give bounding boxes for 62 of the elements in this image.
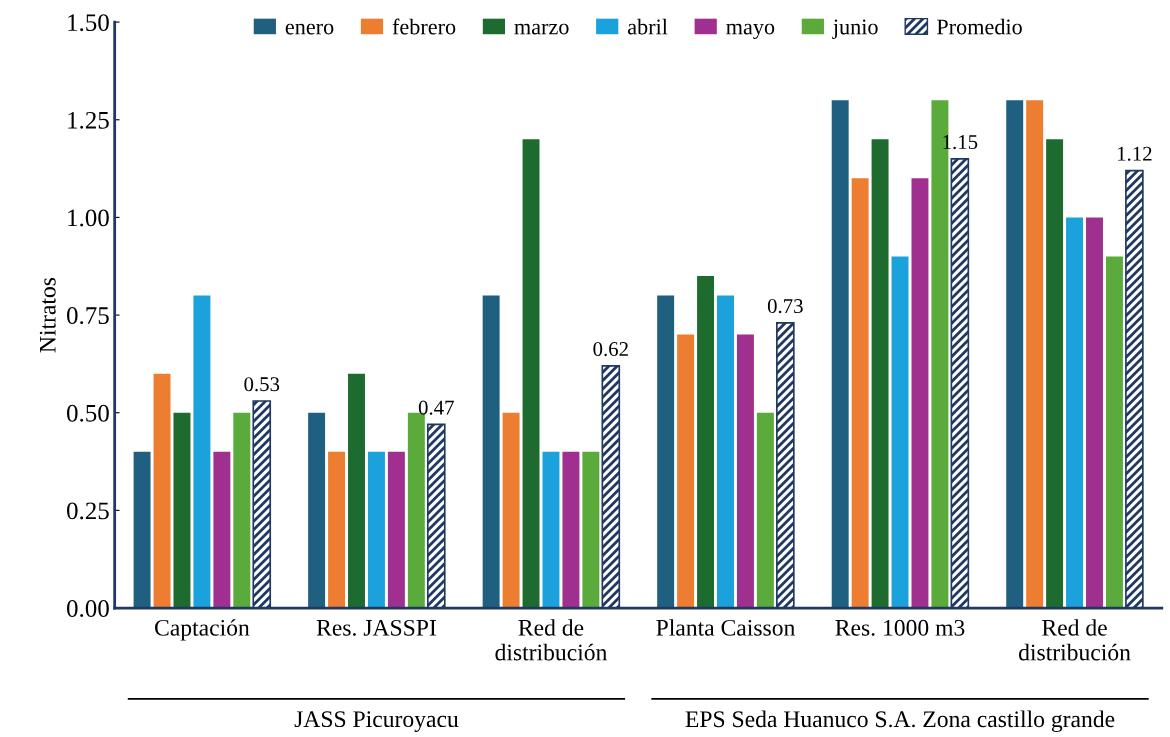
y-tick-label: 0.50	[67, 404, 109, 422]
bar	[348, 373, 365, 609]
legend-label: mayo	[726, 23, 775, 40]
bar	[482, 295, 500, 609]
bar	[831, 100, 849, 609]
legend-label: febrero	[392, 18, 456, 35]
bar	[717, 295, 734, 609]
bar	[328, 451, 346, 609]
x-tick-label: Red de distribución	[1019, 619, 1131, 661]
bar	[657, 295, 675, 609]
bar	[1026, 100, 1044, 609]
bar	[677, 334, 695, 609]
text: EPS Seda Huanuco S.A. Zona castillo grande	[685, 710, 1115, 733]
bar	[756, 412, 774, 609]
y-tick-label: 1.50	[68, 14, 109, 32]
data-label: 0.73	[767, 299, 803, 314]
bar	[1046, 139, 1064, 609]
bar	[736, 334, 754, 609]
bar	[387, 451, 405, 609]
bar	[522, 139, 540, 609]
bar	[871, 139, 889, 609]
y-tick-label: 0.25	[67, 502, 109, 520]
bar	[1066, 217, 1084, 609]
bar	[562, 451, 580, 609]
bar	[851, 178, 869, 609]
data-label: 0.53	[244, 377, 280, 392]
bar	[502, 412, 520, 609]
legend-label: Promedio	[936, 18, 1022, 35]
bar	[193, 295, 211, 609]
bar	[891, 256, 909, 609]
text: JASS Picuroyacu	[294, 711, 459, 732]
legend-label: enero	[285, 23, 334, 35]
y-tick-label: 1.00	[68, 209, 109, 227]
legend-label: junio	[832, 19, 878, 39]
x-tick-label: Res. 1000 m3	[835, 619, 965, 636]
y-axis-title: Nitratos	[39, 277, 56, 353]
bar	[1105, 256, 1123, 609]
legend-label: marzo	[514, 23, 569, 35]
bar	[133, 451, 151, 609]
data-label: 1.12	[1117, 146, 1152, 161]
y-tick-label: 0.00	[67, 600, 109, 618]
x-tick-label: Res. JASSPI	[316, 619, 436, 636]
x-tick-label: Planta Caisson	[656, 619, 795, 636]
bar	[308, 412, 326, 609]
bar	[582, 451, 600, 609]
bar	[1006, 100, 1024, 609]
bar	[153, 373, 171, 609]
bar	[1086, 217, 1103, 609]
y-tick-label: 1.25	[68, 111, 109, 129]
x-tick-label: Red de distribución	[495, 619, 608, 661]
legend-label: abril	[627, 18, 668, 35]
y-tick-label: 0.75	[67, 307, 109, 325]
data-label: 0.62	[593, 342, 628, 357]
x-tick-label: Captación	[155, 619, 250, 641]
bar	[697, 276, 715, 609]
bar	[213, 451, 231, 609]
bar	[173, 412, 191, 609]
bar	[911, 178, 929, 609]
data-label: 0.47	[418, 400, 454, 415]
bar	[542, 451, 560, 609]
bar	[233, 412, 251, 609]
bar	[367, 451, 385, 609]
